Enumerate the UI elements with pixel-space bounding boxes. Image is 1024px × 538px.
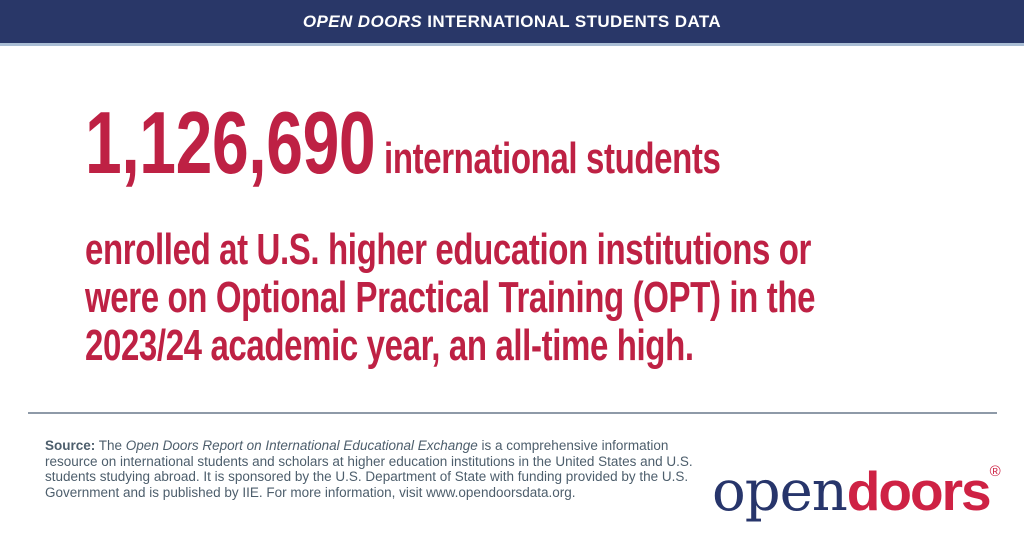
headline-line-2: enrolled at U.S. higher education instit… [85,225,812,274]
banner-title-brand: OPEN DOORS [302,11,423,31]
opendoors-logo: opendoors® [712,443,1001,535]
source-report-title: Open Doors Report on International Educa… [125,438,478,453]
headline-number: 1,126,690 [85,93,376,192]
headline-line-1-text: international students [375,134,721,183]
source-text-after-italic: is a comprehensive information resource … [45,438,693,500]
headline-block: 1,126,690 international students enrolle… [85,99,970,370]
source-text-before-italic: The [95,438,126,453]
logo-open-wordpart: open [712,459,848,524]
headline-line-1: 1,126,690 international students [85,99,970,212]
source-label: Source: [45,438,96,453]
headline-line-4: 2023/24 academic year, an all-time high. [85,321,694,370]
footer-divider [28,412,997,414]
logo-doors-wordpart: doors [846,460,992,522]
source-paragraph: Source: The Open Doors Report on Interna… [45,438,695,500]
top-banner: OPEN DOORS INTERNATIONAL STUDENTS DATA [0,0,1024,46]
banner-title: OPEN DOORS INTERNATIONAL STUDENTS DATA [303,12,721,32]
headline-line-3: were on Optional Practical Training (OPT… [85,273,816,322]
registered-trademark-icon: ® [989,463,1001,480]
banner-title-rest: INTERNATIONAL STUDENTS DATA [422,11,722,31]
